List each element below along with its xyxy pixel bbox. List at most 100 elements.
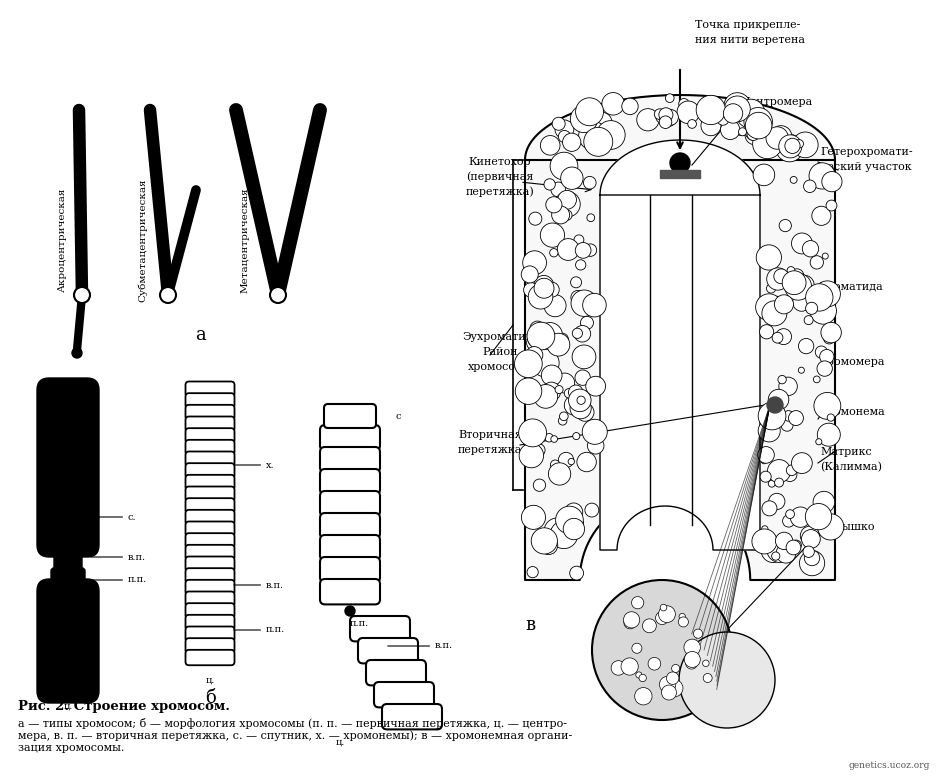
Circle shape <box>724 103 743 123</box>
Circle shape <box>555 191 580 217</box>
Circle shape <box>806 284 833 311</box>
Circle shape <box>781 419 793 431</box>
Circle shape <box>768 389 789 410</box>
Circle shape <box>779 377 797 396</box>
Circle shape <box>552 206 570 224</box>
Circle shape <box>783 379 793 389</box>
Circle shape <box>779 310 786 317</box>
Circle shape <box>753 164 775 186</box>
Circle shape <box>762 301 787 326</box>
Circle shape <box>542 382 561 401</box>
FancyBboxPatch shape <box>185 615 234 630</box>
Circle shape <box>759 420 780 442</box>
Circle shape <box>800 526 820 545</box>
Circle shape <box>544 282 559 297</box>
Circle shape <box>624 616 636 629</box>
FancyBboxPatch shape <box>185 381 234 397</box>
Circle shape <box>574 325 590 342</box>
Circle shape <box>526 335 542 351</box>
FancyBboxPatch shape <box>350 616 410 641</box>
Circle shape <box>798 367 805 373</box>
Circle shape <box>581 317 593 329</box>
Circle shape <box>684 640 700 656</box>
Text: Метацентрическая: Метацентрическая <box>241 187 249 293</box>
Circle shape <box>805 550 820 566</box>
Circle shape <box>775 295 793 314</box>
FancyBboxPatch shape <box>37 579 99 703</box>
Text: Матрикс: Матрикс <box>820 447 871 457</box>
Circle shape <box>697 96 726 124</box>
Circle shape <box>767 460 791 482</box>
FancyBboxPatch shape <box>185 556 234 572</box>
Circle shape <box>540 536 557 555</box>
Circle shape <box>568 458 574 464</box>
Text: п.п.: п.п. <box>234 626 285 635</box>
Circle shape <box>571 506 578 514</box>
Circle shape <box>677 101 699 124</box>
Circle shape <box>766 284 775 293</box>
Circle shape <box>779 131 789 140</box>
FancyBboxPatch shape <box>185 463 234 478</box>
Circle shape <box>565 503 583 521</box>
FancyBboxPatch shape <box>185 451 234 467</box>
Circle shape <box>557 239 579 261</box>
Circle shape <box>816 439 822 445</box>
Circle shape <box>575 243 591 258</box>
FancyBboxPatch shape <box>51 568 85 592</box>
Circle shape <box>666 672 679 685</box>
Circle shape <box>787 267 795 275</box>
Circle shape <box>519 443 543 468</box>
Circle shape <box>814 281 840 307</box>
Circle shape <box>817 361 832 377</box>
Circle shape <box>817 423 840 447</box>
Circle shape <box>602 93 624 115</box>
Circle shape <box>721 120 740 139</box>
Circle shape <box>533 323 544 335</box>
FancyBboxPatch shape <box>382 704 442 730</box>
Circle shape <box>583 293 606 317</box>
Circle shape <box>552 117 565 130</box>
Text: ческий участок: ческий участок <box>820 162 912 172</box>
Circle shape <box>577 452 596 471</box>
Circle shape <box>570 398 591 419</box>
Circle shape <box>621 658 638 675</box>
Circle shape <box>522 506 545 529</box>
Text: Кинетохор: Кинетохор <box>469 157 531 167</box>
Circle shape <box>534 275 554 296</box>
FancyBboxPatch shape <box>320 535 380 560</box>
Circle shape <box>794 275 814 295</box>
Circle shape <box>564 388 573 398</box>
Circle shape <box>768 480 775 487</box>
Circle shape <box>556 333 569 346</box>
Circle shape <box>519 419 546 447</box>
Circle shape <box>679 613 685 620</box>
Circle shape <box>769 411 780 422</box>
FancyBboxPatch shape <box>185 428 234 443</box>
Text: Гетерохромати-: Гетерохромати- <box>820 147 913 157</box>
Circle shape <box>806 503 832 530</box>
Circle shape <box>639 675 647 682</box>
Circle shape <box>551 460 560 469</box>
Circle shape <box>576 403 594 421</box>
Circle shape <box>659 116 672 128</box>
Circle shape <box>533 479 545 492</box>
Circle shape <box>747 128 760 141</box>
Circle shape <box>160 287 176 303</box>
Circle shape <box>577 396 586 405</box>
Circle shape <box>809 163 836 189</box>
Circle shape <box>778 128 790 139</box>
Circle shape <box>804 180 816 192</box>
Circle shape <box>572 433 580 440</box>
Text: Центромера: Центромера <box>740 97 812 107</box>
Bar <box>660 170 700 178</box>
Circle shape <box>745 112 772 139</box>
Circle shape <box>679 617 688 627</box>
Text: с.: с. <box>88 513 136 521</box>
Circle shape <box>642 619 656 633</box>
Circle shape <box>559 412 568 421</box>
Circle shape <box>776 135 804 162</box>
Circle shape <box>587 214 595 222</box>
Circle shape <box>679 632 775 728</box>
Circle shape <box>791 177 797 184</box>
Circle shape <box>791 453 812 474</box>
